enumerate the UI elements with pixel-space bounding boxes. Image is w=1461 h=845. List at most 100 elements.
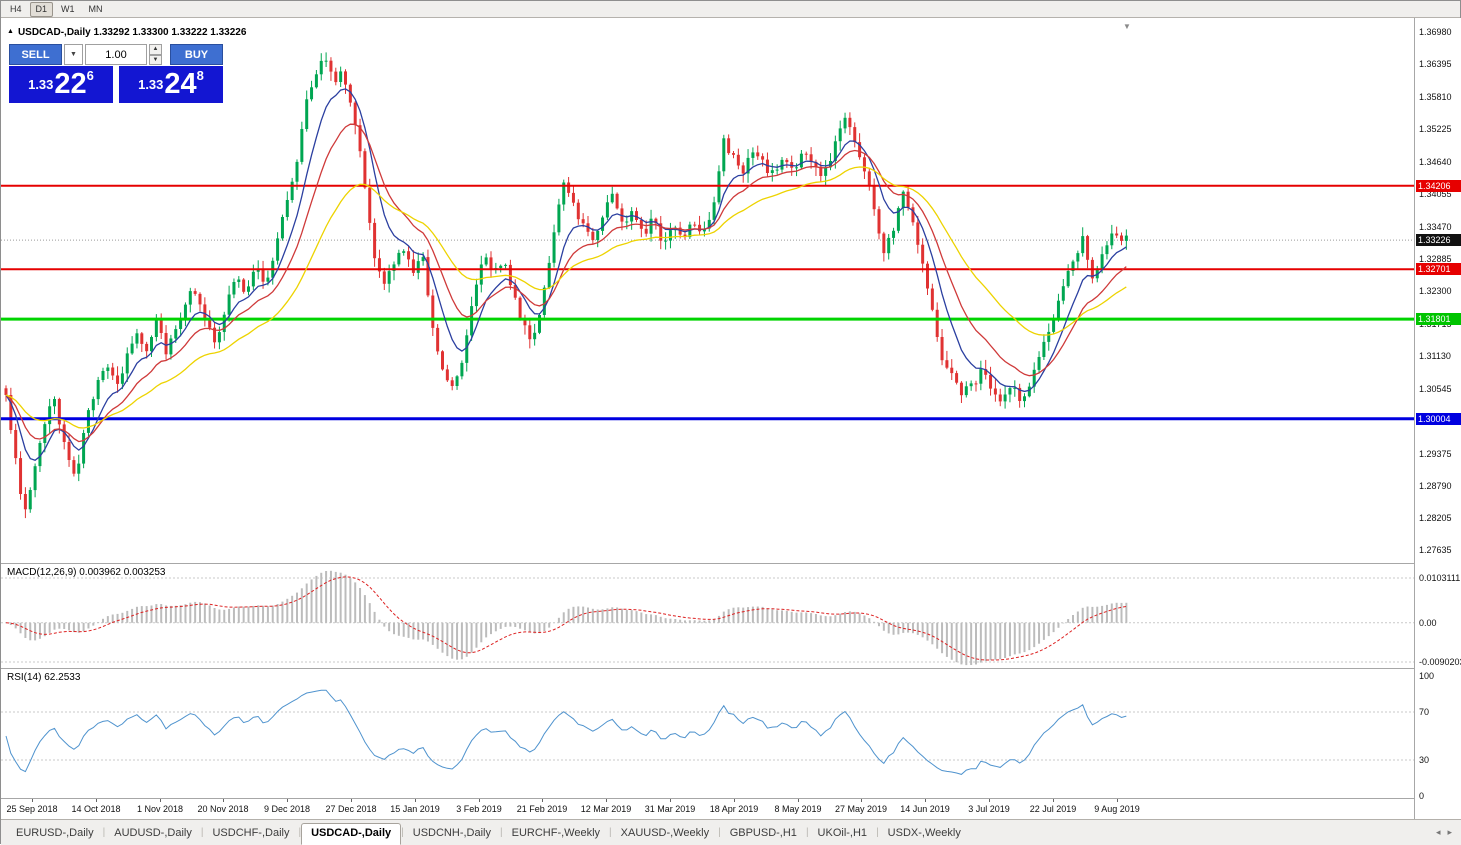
buy-price-prefix: 1.33 (138, 77, 164, 92)
pane-divider[interactable] (1, 563, 1461, 564)
price-badge-resistance-lower: 1.32701 (1416, 263, 1461, 275)
price-axis-label: 1.35810 (1419, 92, 1452, 102)
rsi-label: RSI(14) 62.2533 (7, 672, 81, 683)
time-axis-tick (1053, 799, 1054, 802)
pane-divider (1, 798, 1461, 799)
timeframe-toolbar: H4 D1 W1 MN (1, 1, 1460, 18)
tab-separator: | (298, 827, 302, 838)
price-axis[interactable]: 1.36980 1.36395 1.35810 1.35225 1.34640 1.340… (1414, 18, 1461, 819)
time-axis-label: 8 May 2019 (774, 804, 822, 814)
price-badge-support-green: 1.31801 (1416, 313, 1461, 325)
time-axis-tick (160, 799, 161, 802)
time-axis-tick (415, 799, 416, 802)
time-axis-label: 1 Nov 2018 (136, 804, 184, 814)
chart-tab-gbpusd-h1[interactable]: GBPUSD-,H1 (729, 826, 797, 839)
rsi-indicator-pane[interactable]: RSI(14) 62.2533 (1, 669, 1414, 799)
time-axis-tick (798, 799, 799, 802)
rsi-axis-label: 0 (1419, 791, 1425, 801)
time-axis-label: 3 Feb 2019 (456, 804, 502, 814)
trade-panel-controls: SELL ▼ ▲ ▼ BUY (9, 44, 223, 65)
price-axis-label: 1.34055 (1419, 189, 1452, 199)
price-badge-resistance-upper: 1.34206 (1416, 180, 1461, 192)
time-axis-label: 20 Nov 2018 (197, 804, 249, 814)
rsi-axis-label: 30 (1419, 755, 1430, 765)
tab-separator: | (401, 827, 404, 838)
rsi-chart (1, 689, 1414, 775)
buy-price-display[interactable]: 1.33 24 8 (119, 66, 223, 103)
sell-price-big-digits: 22 (54, 68, 87, 100)
stepper-up-icon[interactable]: ▲ (149, 44, 162, 55)
buy-button[interactable]: BUY (170, 44, 223, 65)
time-axis-tick (734, 799, 735, 802)
price-chart-pane[interactable]: ▲ USDCAD-,Daily 1.33292 1.33300 1.33222 … (1, 18, 1414, 564)
macd-axis-label: -0.0090203 (1419, 657, 1461, 667)
macd-label: MACD(12,26,9) 0.003962 0.003253 (7, 567, 166, 578)
price-badge-round-level-blue: 1.30004 (1416, 413, 1461, 425)
macd-axis-label: 0.00 (1419, 618, 1437, 628)
chart-tab-usdcad-daily[interactable]: USDCAD-,Daily (301, 822, 402, 845)
tabs-scroll-left-icon[interactable]: ◂ (1435, 827, 1441, 837)
buy-price-pip: 8 (196, 68, 204, 83)
chart-title: ▲ USDCAD-,Daily 1.33292 1.33300 1.33222 … (7, 27, 246, 38)
rsi-axis-label: 100 (1419, 671, 1435, 681)
chart-tab-ukoil-h1[interactable]: UKOil-,H1 (817, 826, 868, 839)
time-axis-tick (861, 799, 862, 802)
trade-panel-prices: 1.33 22 6 1.33 24 8 (9, 66, 223, 103)
price-badge-current-price: 1.33226 (1416, 234, 1461, 246)
tab-separator: | (718, 827, 721, 838)
stepper-down-icon[interactable]: ▼ (149, 54, 162, 65)
price-axis-label: 1.36395 (1419, 59, 1452, 69)
volume-input[interactable] (85, 44, 147, 65)
price-axis-label: 1.28205 (1419, 513, 1452, 523)
time-axis-tick (1117, 799, 1118, 802)
time-axis-tick (542, 799, 543, 802)
timeframe-button-d1[interactable]: D1 (29, 1, 54, 17)
chart-tab-audusd-daily[interactable]: AUDUSD-,Daily (114, 826, 192, 839)
time-axis-tick (351, 799, 352, 802)
tab-separator: | (500, 827, 503, 838)
price-axis-label: 1.27635 (1419, 545, 1452, 555)
time-axis-label: 9 Dec 2018 (263, 804, 311, 814)
time-axis-tick (670, 799, 671, 802)
time-axis-label: 27 May 2019 (834, 804, 888, 814)
rsi-axis-label: 70 (1419, 707, 1430, 717)
candlestick-chart[interactable] (1, 18, 1414, 564)
time-axis-tick (287, 799, 288, 802)
price-axis-label: 1.35225 (1419, 124, 1452, 134)
tabs-scroll-right-icon[interactable]: ▸ (1447, 827, 1452, 837)
price-axis-label: 1.29375 (1419, 449, 1452, 459)
chart-title-marker-icon: ▲ (7, 28, 14, 35)
sell-button[interactable]: SELL (9, 44, 62, 65)
sell-price-pip: 6 (86, 68, 94, 83)
chart-tab-xauusd-weekly[interactable]: XAUUSD-,Weekly (620, 826, 710, 839)
time-axis-label: 15 Jan 2019 (390, 804, 440, 814)
price-shift-marker-icon[interactable]: ▼ (1123, 22, 1131, 31)
time-axis-label: 18 Apr 2019 (709, 804, 759, 814)
pane-divider[interactable] (1, 668, 1461, 669)
chart-tab-usdx-weekly[interactable]: USDX-,Weekly (887, 826, 961, 839)
macd-indicator-pane[interactable]: MACD(12,26,9) 0.003962 0.003253 (1, 564, 1414, 669)
chart-tab-eurchf-weekly[interactable]: EURCHF-,Weekly (511, 826, 601, 839)
time-axis-tick (96, 799, 97, 802)
chart-tab-usdchf-daily[interactable]: USDCHF-,Daily (212, 826, 290, 839)
chart-tab-eurusd-daily[interactable]: EURUSD-,Daily (16, 826, 94, 839)
timeframe-button-h4[interactable]: H4 (10, 3, 22, 14)
timeframe-button-w1[interactable]: W1 (61, 3, 75, 14)
chart-title-text: USDCAD-,Daily 1.33292 1.33300 1.33222 1.… (17, 27, 247, 38)
tab-separator: | (200, 827, 204, 838)
chart-tab-usdcnh-daily[interactable]: USDCNH-,Daily (412, 826, 491, 839)
volume-stepper: ▲ ▼ (149, 44, 162, 65)
volume-dropdown[interactable]: ▼ (64, 44, 83, 65)
time-axis-label: 12 Mar 2019 (580, 804, 632, 814)
sell-price-display[interactable]: 1.33 22 6 (9, 66, 113, 103)
time-axis-label: 9 Aug 2019 (1094, 804, 1140, 814)
time-axis[interactable]: 25 Sep 2018 14 Oct 2018 1 Nov 2018 20 Nov 2… (1, 799, 1414, 819)
tab-separator: | (876, 827, 879, 838)
tab-separator: | (805, 827, 809, 838)
price-axis-label: 1.36980 (1419, 27, 1452, 37)
time-axis-tick (989, 799, 990, 802)
time-axis-tick (606, 799, 607, 802)
price-axis-label: 1.32300 (1419, 286, 1452, 296)
timeframe-button-mn[interactable]: MN (88, 3, 103, 14)
macd-axis-label: 0.0103111 (1419, 573, 1461, 583)
